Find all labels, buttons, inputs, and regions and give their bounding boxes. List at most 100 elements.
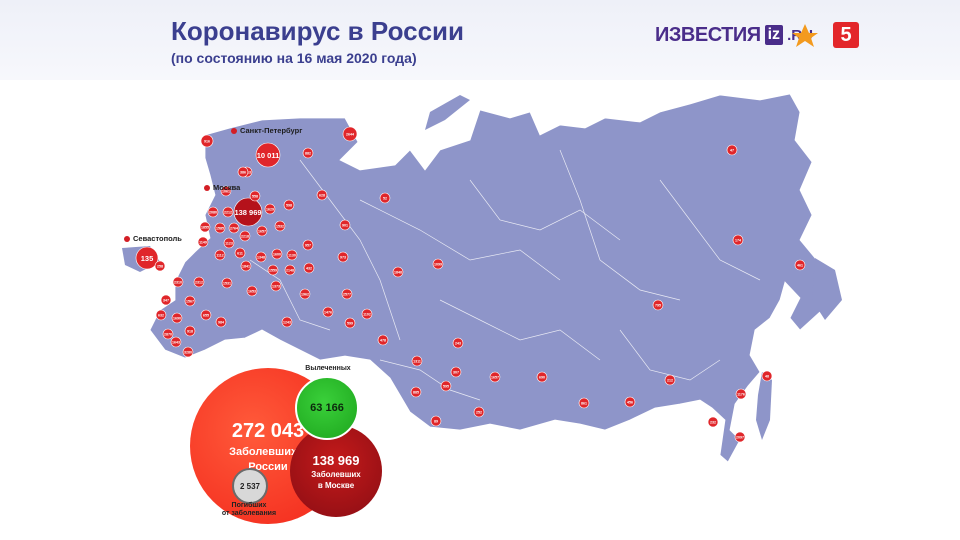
region-value: 1531 (223, 281, 231, 285)
region-dot: 232 (707, 416, 719, 428)
region-dot: 1585 (214, 222, 226, 234)
region-dot: 1643 (170, 336, 182, 348)
region-dot: 1962 (299, 288, 311, 300)
region-value: 1130 (288, 253, 296, 257)
region-dot: 1657 (256, 225, 268, 237)
region-dot-circle (726, 144, 738, 156)
region-value: 232 (710, 420, 716, 424)
region-dot-circle (440, 380, 452, 392)
region-dot-circle (246, 285, 258, 297)
region-dot: 258 (154, 260, 166, 272)
region-dot-circle (228, 222, 240, 234)
region-dot: 1123 (223, 237, 235, 249)
region-dot: 795 (652, 299, 664, 311)
region-value: 456 (627, 400, 633, 404)
region-value: 1585 (216, 226, 224, 230)
region-dot: 598 (283, 199, 295, 211)
region-dot: 2097 (734, 431, 746, 443)
region-value: 598 (286, 203, 292, 207)
region-value: 258 (157, 264, 163, 268)
region-dot-circle (237, 166, 249, 178)
region-dot: 1112 (214, 249, 226, 261)
region-dot: 1567 (184, 295, 196, 307)
region-dot-circle (171, 312, 183, 324)
region-dot-circle (233, 197, 263, 227)
region-dot-circle (160, 294, 172, 306)
region-value: 1629 (266, 207, 274, 211)
russia-territory (149, 93, 831, 463)
region-dot-circle (283, 199, 295, 211)
region-dot-circle (274, 220, 286, 232)
region-value: 882 (305, 151, 311, 155)
channel-5-logo[interactable]: 5 (833, 22, 859, 48)
region-dot: 1149 (197, 236, 209, 248)
region-value: 655 (203, 313, 209, 317)
moscow-bubble: 138 969 Заболевших в Москве (290, 425, 382, 517)
region-value: 916 (204, 139, 210, 143)
deaths-label: Погибших от заболевания (218, 502, 280, 518)
region-dot-circle (215, 316, 227, 328)
region-dot: 3280 (182, 346, 194, 358)
region-dot: 1348 (255, 251, 267, 263)
region-dot-circle (239, 230, 251, 242)
region-dot: 2577 (341, 288, 353, 300)
region-value: 2212 (224, 210, 232, 214)
region-dot: 1559 (267, 264, 279, 276)
region-dot-circle (473, 406, 485, 418)
region-value: 1600 (273, 252, 281, 256)
cases-label-1: Заболевших в (229, 445, 307, 458)
region-dot-circle (207, 206, 219, 218)
region-dot: 2644 (342, 126, 358, 142)
region-value: 2080 (209, 210, 217, 214)
region-dot: 1848 (392, 266, 404, 278)
region-value: 2577 (343, 292, 351, 296)
region-value: 52 (383, 196, 387, 200)
region-value: 10 011 (257, 151, 280, 160)
region-dot: 1102 (361, 308, 373, 320)
region-value: 174 (735, 238, 741, 242)
izvestia-wordmark: ИЗВЕСТИЯ (655, 23, 761, 46)
region-value: 1559 (269, 268, 277, 272)
deaths-bubble: 2 537 (232, 468, 268, 504)
region-value: 901 (342, 223, 348, 227)
region-dot: 611 (234, 247, 246, 259)
region-dot: 135 (135, 246, 159, 270)
region-dot-circle (184, 295, 196, 307)
izvestia-logo[interactable]: ИЗВЕСТИЯ iz .RU (655, 24, 813, 46)
region-dot: 1531 (221, 277, 233, 289)
region-value: 432 (306, 266, 312, 270)
region-value: 599 (347, 321, 353, 325)
city-label-spb: Санкт-Петербург (231, 126, 302, 135)
region-value: 89 (434, 419, 438, 423)
region-dot-circle (361, 308, 373, 320)
region-dot: 628 (316, 189, 328, 201)
region-value: 1567 (186, 299, 194, 303)
region-value: 48 (765, 374, 769, 378)
region-dot: 599 (344, 317, 356, 329)
region-dot: 2870 (162, 328, 174, 340)
ren-tv-logo-icon[interactable] (790, 22, 820, 48)
region-value: 1657 (258, 229, 266, 233)
region-value: 1476 (324, 310, 332, 314)
region-value: 1690 (173, 316, 181, 320)
region-dot-circle (267, 264, 279, 276)
region-dot-circle (264, 203, 276, 215)
region-dot: 655 (200, 309, 212, 321)
region-dot-circle (184, 325, 196, 337)
region-dot-circle (735, 388, 747, 400)
region-value: 212 (667, 378, 673, 382)
region-value: 861 (581, 401, 587, 405)
moscow-label-2: в Москве (317, 480, 355, 490)
region-value: 2312 (195, 280, 203, 284)
region-dot: 386 (237, 166, 249, 178)
region-dot-circle (240, 260, 252, 272)
region-dot-circle (652, 299, 664, 311)
deaths-label-1: Погибших (231, 502, 267, 509)
region-dot-circle (341, 288, 353, 300)
region-dot: 916 (200, 134, 214, 148)
recovered-bubble: 63 166 (295, 376, 359, 440)
region-dot-circle (162, 328, 174, 340)
kamchatka (812, 258, 842, 320)
region-dot: 2212 (222, 206, 234, 218)
